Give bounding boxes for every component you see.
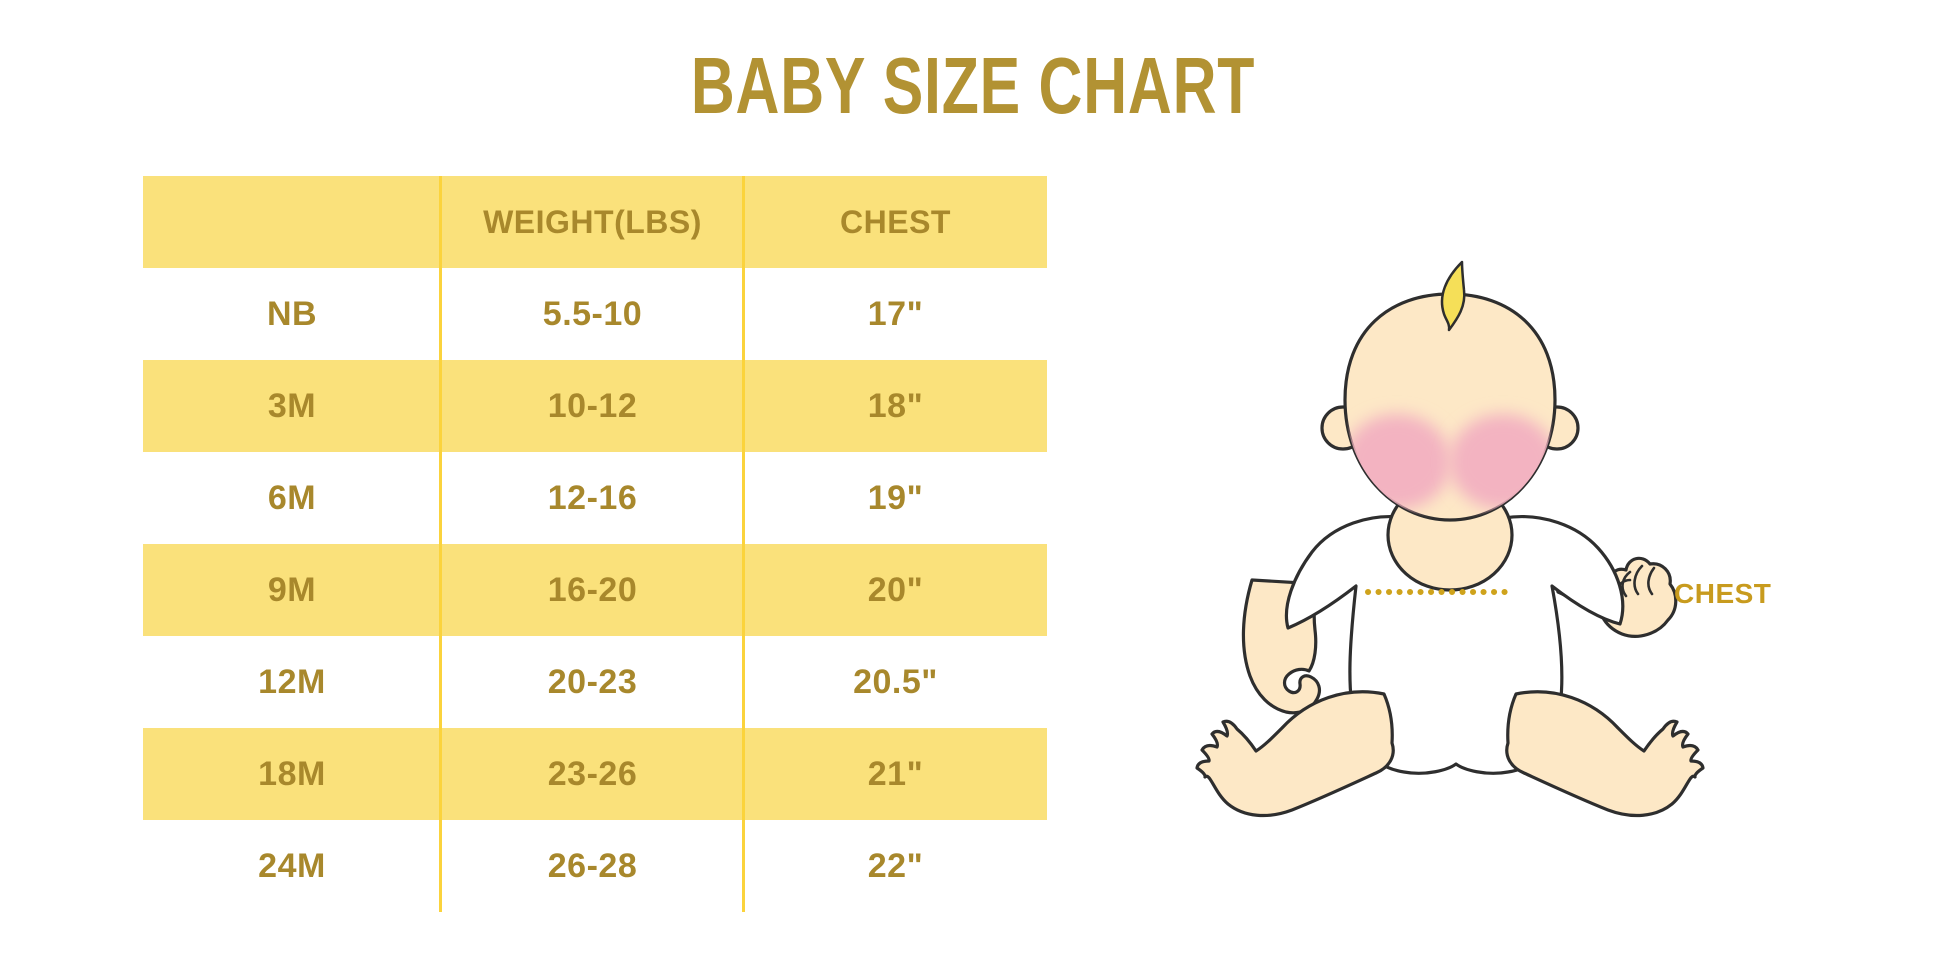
table-row: 6M 12-16 19" [143, 452, 1047, 544]
baby-hair-curl [1440, 260, 1466, 332]
page-title: BABY SIZE CHART [690, 41, 1256, 130]
size-cell: 9M [267, 570, 317, 609]
size-cell: NB [266, 294, 318, 333]
chest-cell: 22" [867, 846, 924, 885]
size-cell: 24M [258, 846, 326, 885]
header-size-col [143, 176, 441, 268]
table-row: 18M 23-26 21" [143, 728, 1047, 820]
size-cell: 6M [267, 478, 317, 517]
table-row: 12M 20-23 20.5" [143, 636, 1047, 728]
size-table: WEIGHT(LBS) CHEST NB 5.5-10 17" 3M 10-12… [143, 176, 1047, 912]
table-row: NB 5.5-10 17" [143, 268, 1047, 360]
weight-cell: 16-20 [547, 570, 638, 609]
chest-cell: 18" [867, 386, 924, 425]
table-row: 24M 26-28 22" [143, 820, 1047, 912]
chest-cell: 17" [867, 294, 924, 333]
baby-left-leg [1195, 690, 1395, 818]
weight-cell: 23-26 [547, 754, 638, 793]
baby-right-leg [1505, 690, 1705, 818]
header-weight-col: WEIGHT(LBS) [483, 203, 702, 240]
size-cell: 18M [258, 754, 326, 793]
weight-cell: 12-16 [547, 478, 638, 517]
weight-cell: 26-28 [547, 846, 638, 885]
chest-cell: 21" [867, 754, 924, 793]
baby-icon [1195, 260, 1705, 818]
chest-cell: 20.5" [853, 662, 938, 701]
chest-cell: 19" [867, 478, 924, 517]
column-divider [742, 176, 745, 912]
chest-label: CHEST [1674, 578, 1772, 609]
weight-cell: 10-12 [547, 386, 638, 425]
chest-cell: 20" [867, 570, 924, 609]
weight-cell: 5.5-10 [542, 294, 643, 333]
size-cell: 12M [258, 662, 326, 701]
table-row: 9M 16-20 20" [143, 544, 1047, 636]
header-chest-col: CHEST [840, 203, 951, 240]
table-header-row: WEIGHT(LBS) CHEST [143, 176, 1047, 268]
column-divider [439, 176, 442, 912]
size-cell: 3M [267, 386, 317, 425]
table-row: 3M 10-12 18" [143, 360, 1047, 452]
weight-cell: 20-23 [547, 662, 638, 701]
